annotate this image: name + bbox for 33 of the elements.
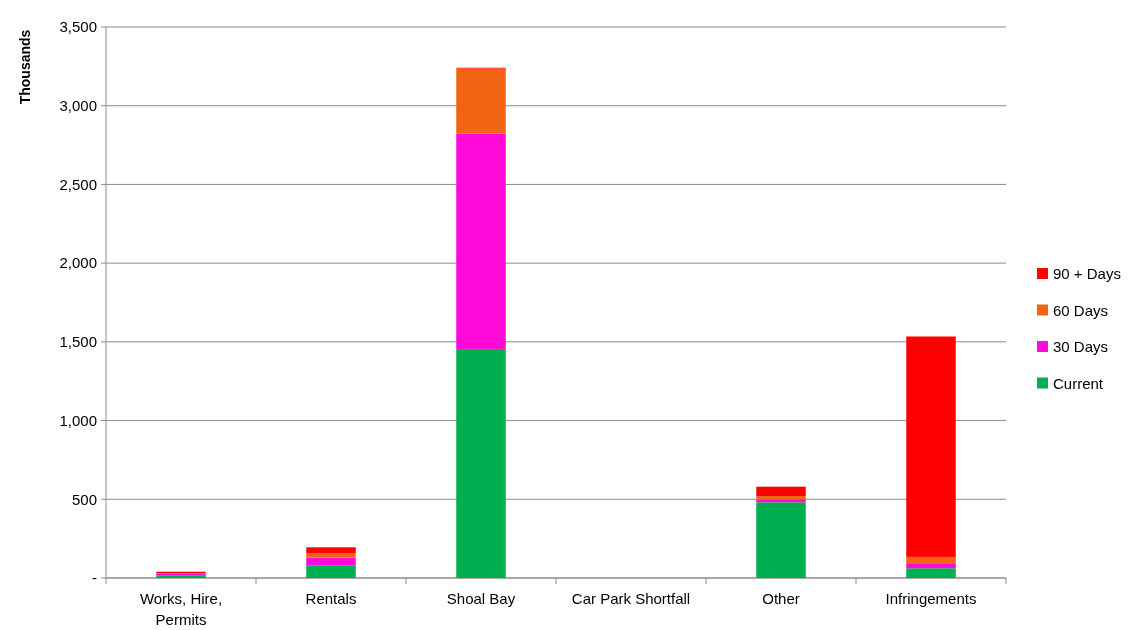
bar bbox=[306, 547, 356, 553]
legend-label: 60 Days bbox=[1053, 301, 1109, 319]
legend-label: 30 Days bbox=[1053, 338, 1109, 356]
y-tick-label: 1,000 bbox=[59, 411, 97, 429]
y-axis-title: Thousands bbox=[17, 29, 33, 105]
y-tick-label: 3,500 bbox=[59, 18, 97, 36]
x-tick-label: Shoal Bay bbox=[446, 590, 516, 607]
bar bbox=[306, 557, 356, 566]
bar bbox=[456, 68, 506, 134]
legend-label: Current bbox=[1053, 374, 1104, 392]
bar bbox=[906, 556, 956, 564]
bar bbox=[756, 495, 806, 500]
bar bbox=[306, 552, 356, 558]
bar bbox=[906, 563, 956, 569]
y-tick-label: 2,500 bbox=[59, 175, 97, 193]
x-tick-label: Rentals bbox=[305, 590, 357, 607]
bar bbox=[906, 568, 956, 578]
bar bbox=[756, 502, 806, 578]
x-tick-label: Infringements bbox=[885, 590, 977, 607]
y-tick-label: 500 bbox=[71, 490, 97, 508]
x-tick-label: Other bbox=[762, 590, 800, 607]
bar bbox=[456, 348, 506, 578]
y-tick-label: - bbox=[92, 569, 97, 587]
y-tick-label: 1,500 bbox=[59, 333, 97, 351]
x-tick-label: Car Park Shortfall bbox=[571, 590, 691, 607]
bar bbox=[756, 486, 806, 496]
y-tick-label: 2,000 bbox=[59, 254, 97, 272]
bar bbox=[456, 133, 506, 349]
bar bbox=[906, 336, 956, 557]
bar bbox=[306, 565, 356, 578]
legend-label: 90 + Days bbox=[1053, 265, 1121, 283]
y-tick-label: 3,000 bbox=[59, 96, 97, 114]
x-tick-label: Works, Hire, Permits bbox=[139, 590, 223, 628]
